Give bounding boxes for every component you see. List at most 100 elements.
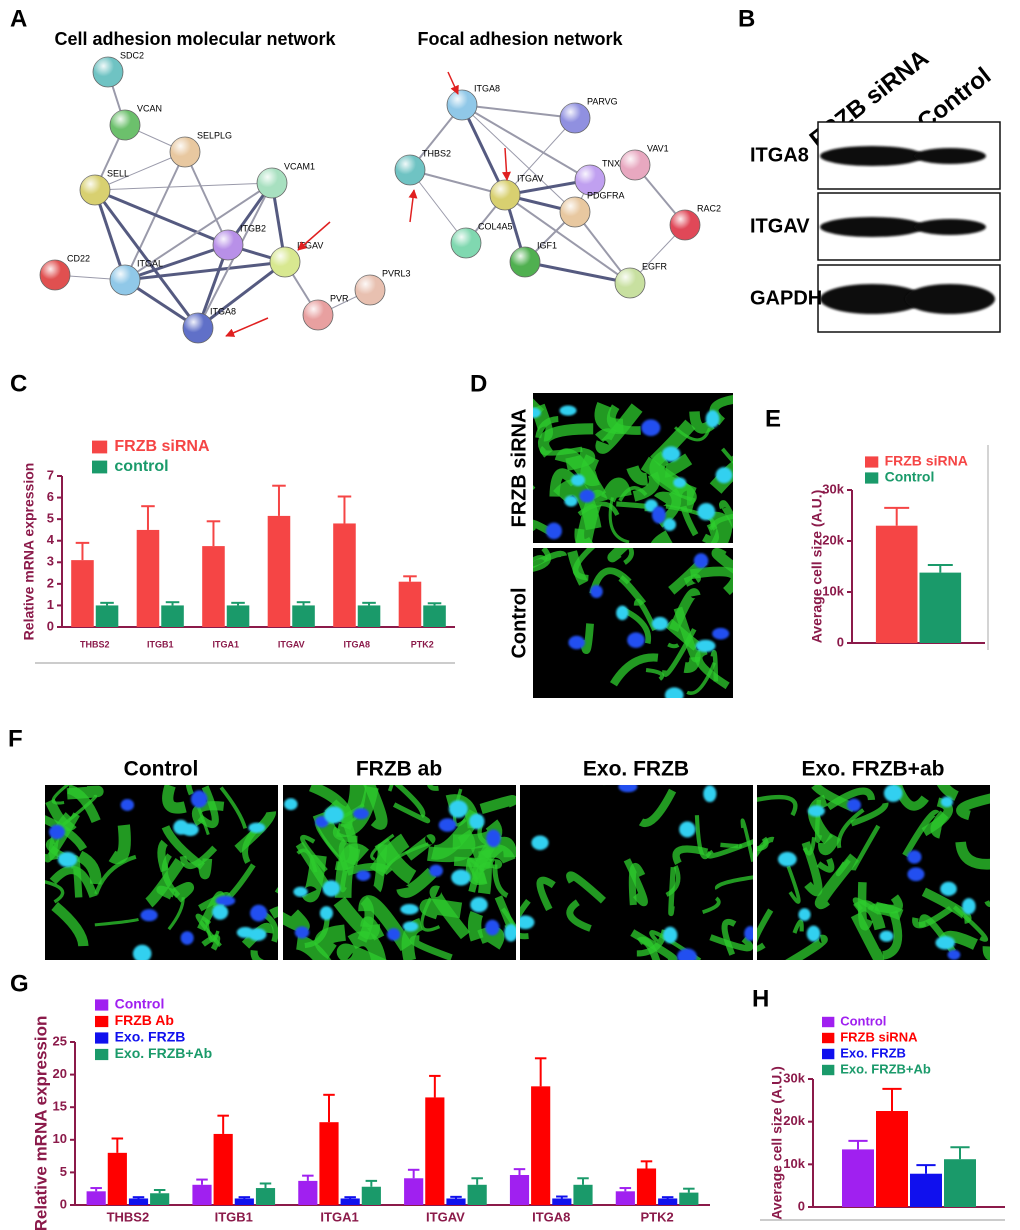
legend-swatch [92, 440, 108, 454]
y-tick-label: 25 [53, 1033, 67, 1048]
actin [706, 839, 753, 859]
actin [566, 899, 592, 932]
node-label: VAV1 [647, 143, 669, 153]
bar [876, 1111, 908, 1207]
nucleus [559, 405, 577, 416]
nucleus [627, 632, 645, 648]
bar [107, 1152, 127, 1205]
y-axis-label: Average cell size (A.U.) [769, 1066, 785, 1220]
actin [173, 882, 195, 903]
actin [360, 916, 385, 941]
x-tick-label: PTK2 [411, 639, 434, 649]
actin [708, 511, 732, 543]
actin [45, 880, 65, 904]
nucleus [120, 798, 135, 811]
actin [427, 785, 439, 791]
x-tick-label: THBS2 [107, 1209, 150, 1224]
actin [296, 848, 318, 873]
actin [672, 845, 709, 865]
nucleus [248, 928, 267, 941]
network-edge [124, 243, 229, 282]
y-tick-label: 0 [798, 1198, 805, 1213]
nucleus [469, 813, 485, 830]
bar [636, 1168, 657, 1205]
legend-label: Exo. FRZB [840, 1045, 906, 1060]
nucleus [319, 906, 333, 921]
actin [392, 802, 431, 824]
network-edge [409, 169, 506, 196]
actin [757, 836, 769, 852]
panel-label: G [10, 970, 29, 997]
actin [219, 786, 248, 829]
x-tick-label: ITGB1 [215, 1209, 253, 1224]
y-axis-label: Relative mRNA expression [21, 463, 37, 641]
actin [710, 649, 719, 682]
actin [594, 401, 624, 435]
actin [157, 839, 169, 873]
y-tick-label: 5 [60, 1164, 67, 1179]
legend-swatch [95, 1048, 109, 1061]
actin [336, 785, 379, 838]
nucleus [520, 915, 535, 930]
node-gloss [510, 247, 540, 277]
image-column-label: Exo. FRZB [583, 758, 689, 781]
actin [314, 924, 347, 960]
nucleus [294, 926, 310, 939]
actin [952, 905, 989, 942]
bar [398, 581, 422, 627]
micrograph-cells [757, 785, 990, 960]
bar [319, 1122, 339, 1205]
nucleus [847, 798, 861, 812]
actin [565, 447, 596, 471]
y-tick-label: 10k [783, 1156, 805, 1171]
nucleus [935, 936, 956, 950]
actin [881, 910, 903, 960]
actin [94, 854, 137, 895]
x-tick-label: THBS2 [80, 639, 110, 649]
actin [836, 808, 865, 849]
network-edge [93, 189, 200, 329]
bar [875, 525, 918, 643]
actin [401, 917, 424, 960]
actin [816, 857, 835, 873]
actin [71, 855, 83, 898]
bar [573, 1184, 593, 1205]
node-gloss [110, 110, 140, 140]
blot-row-label: ITGAV [750, 215, 810, 237]
y-axis-label: Relative mRNA expression [31, 1016, 50, 1230]
actin [538, 423, 594, 458]
nucleus [798, 908, 811, 921]
network-edge [184, 151, 229, 246]
network-edge [124, 182, 273, 281]
nucleus [284, 798, 298, 811]
bar [150, 1193, 170, 1205]
panel-label: H [752, 985, 769, 1012]
nucleus [641, 419, 661, 437]
bar [509, 1175, 530, 1205]
actin [250, 950, 265, 960]
x-tick-label: ITGA8 [532, 1209, 570, 1224]
panel-label: C [10, 370, 27, 397]
x-tick-label: ITGAV [426, 1209, 465, 1224]
bar [213, 1133, 233, 1205]
nucleus [322, 880, 340, 897]
actin [94, 917, 139, 927]
actin [479, 795, 516, 815]
legend-swatch [822, 1016, 835, 1028]
nucleus [879, 930, 894, 942]
legend-swatch [95, 999, 109, 1011]
nucleus [907, 867, 925, 882]
network-edge [197, 260, 286, 330]
network-edge [461, 104, 576, 119]
blot-band [905, 284, 995, 314]
actin [179, 845, 218, 869]
nucleus [531, 835, 549, 851]
actin [814, 853, 859, 910]
x-tick-label: ITGA8 [343, 639, 370, 649]
nucleus [664, 687, 684, 698]
nucleus [962, 898, 976, 915]
nucleus [173, 819, 189, 835]
nucleus [590, 585, 603, 598]
nucleus [940, 796, 954, 808]
actin [394, 785, 426, 819]
